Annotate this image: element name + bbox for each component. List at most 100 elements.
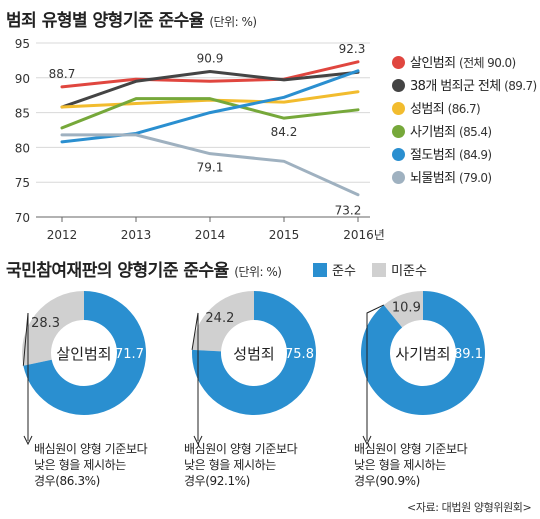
donut-2: 사기범죄 89.1 10.9 [361,291,485,446]
x-tick-label: 2015 [269,228,300,242]
slice-label-comply: 75.8 [285,347,314,362]
donut-center-label: 성범죄 [233,345,274,363]
x-tick-label: 2012 [47,228,78,242]
legend-note: (79.0) [458,171,492,185]
donut-note-fraud: 배심원이 양형 기준보다 낮은 형을 제시하는 경우(90.9%) [354,441,468,489]
legend-dot [392,56,405,69]
slice-comply [361,291,485,415]
legend-note: (85.4) [458,125,492,139]
legend-label: 성범죄 [410,102,448,117]
y-tick-label: 70 [15,211,30,225]
legend-label-comply: 준수 [332,264,356,279]
legend-dot [392,125,405,138]
donut-0: 살인범죄 71.7 28.3 [21,291,146,446]
data-label: 88.7 [49,67,76,81]
donut-legend: 준수 미준수 [313,260,427,279]
gridlines [36,42,370,218]
pointer-arrow [23,435,33,446]
slice-label-noncomply: 24.2 [205,311,234,326]
pointer-line [191,312,199,441]
legend-note: (전체 90.0) [458,56,516,70]
data-label: 84.2 [271,125,298,139]
slice-comply [23,291,146,415]
legend-item: 성범죄 (86.7) [392,98,481,117]
legend-item: 38개 범죄군 전체 (89.7) [392,75,537,94]
line-chart-unit: (단위: %) [209,15,257,29]
legend-item: 사기범죄 (85.4) [392,121,492,140]
legend-item: 뇌물범죄 (79.0) [392,167,492,186]
legend-label: 38개 범죄군 전체 [410,79,505,94]
pointer-line [366,304,384,441]
legend-note: (84.9) [458,148,492,162]
note-line: 배심원이 양형 기준보다 [184,442,298,456]
slice-noncomply [383,291,423,328]
note-line: 배심원이 양형 기준보다 [34,442,148,456]
x-tick-label: 2014 [195,228,226,242]
slice-label-noncomply: 28.3 [31,316,60,331]
source-credit: <자료: 대법원 양형위원회> [407,501,532,514]
legend-item: 살인범죄 (전체 90.0) [392,52,516,71]
y-tick-label: 80 [15,141,30,155]
legend-label: 사기범죄 [410,125,459,140]
note-line: 경우(86.3%) [34,474,100,488]
donut-section-title-text: 국민참여재판의 양형기준 준수율 [6,261,229,281]
series-line-5 [60,133,360,197]
legend-note: (89.7) [504,79,537,93]
legend-dot [392,171,405,184]
y-axis-ticks: 95 90 85 80 75 70 [15,37,30,225]
x-tick-label: 2013 [121,228,152,242]
donut-note-sex: 배심원이 양형 기준보다 낮은 형을 제시하는 경우(92.1%) [184,441,298,489]
slice-label-noncomply: 10.9 [392,300,421,315]
data-label: 92.3 [339,42,366,56]
slice-comply [191,291,316,415]
y-tick-label: 90 [15,72,30,86]
legend-swatch-comply [313,263,327,277]
donut-center-label: 사기범죄 [395,345,450,363]
line-chart-title: 범죄 유형별 양형기준 준수율 (단위: %) [6,6,257,31]
data-labels: 88.7 90.9 92.3 84.2 79.1 73.2 [49,42,366,218]
slice-label-comply: 71.7 [115,347,144,362]
y-tick-label: 95 [15,37,30,51]
donut-charts: 살인범죄 71.7 28.3 성범죄 75.8 24.2 사기범죄 89.1 10.9 [21,291,485,446]
legend-label: 뇌물범죄 [410,171,459,186]
legend-label: 살인범죄 [410,56,459,71]
note-line: 낮은 형을 제시하는 [354,458,446,472]
donut-section-unit: (단위: %) [234,265,282,279]
data-label: 79.1 [197,161,224,175]
series-line-3 [60,97,360,130]
legend-note: (86.7) [447,102,481,116]
data-label: 73.2 [335,204,362,218]
pointer-arrow [362,435,372,446]
line-chart: 95 90 85 80 75 70 2012 2013 2014 2015 2016년 88.7 9… [15,37,385,242]
legend-dot [392,79,405,92]
y-tick-label: 75 [15,176,30,190]
legend-label: 절도범죄 [410,148,459,163]
line-chart-title-text: 범죄 유형별 양형기준 준수율 [6,11,204,31]
legend-label-noncomply: 미준수 [391,264,427,279]
donut-note-murder: 배심원이 양형 기준보다 낮은 형을 제시하는 경우(86.3%) [34,441,148,489]
legend-dot [392,102,405,115]
legend-dot [392,148,405,161]
slice-noncomply [192,291,254,352]
series-line-0 [60,60,360,89]
note-line: 낮은 형을 제시하는 [34,458,126,472]
donut-center-label: 살인범죄 [56,345,111,363]
note-line: 낮은 형을 제시하는 [184,458,276,472]
note-line: 배심원이 양형 기준보다 [354,442,468,456]
donut-1: 성범죄 75.8 24.2 [191,291,316,446]
legend-item: 절도범죄 (84.9) [392,144,492,163]
slice-noncomply [21,291,84,366]
y-tick-label: 85 [15,107,30,121]
x-axis-ticks: 2012 2013 2014 2015 2016년 [47,217,385,242]
data-label: 90.9 [197,52,224,66]
series-lines [60,60,360,197]
note-line: 경우(90.9%) [354,474,420,488]
donut-section-title: 국민참여재판의 양형기준 준수율 (단위: %) [6,256,282,281]
series-line-1 [60,70,360,109]
pointer-arrow [193,435,203,446]
legend-swatch-noncomply [372,263,387,277]
slice-label-comply: 89.1 [454,347,483,362]
x-tick-label: 2016년 [343,228,385,242]
note-line: 경우(92.1%) [184,474,250,488]
pointer-line [22,312,29,441]
